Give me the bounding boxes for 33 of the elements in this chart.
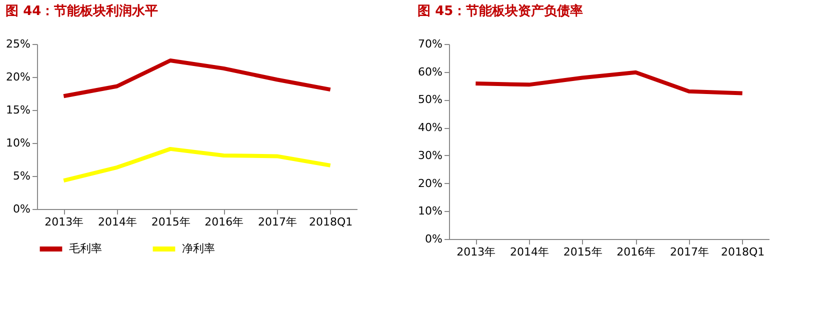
y-tick-label: 15% (6, 104, 30, 116)
x-tick-label: 2018Q1 (309, 216, 353, 228)
legend-label: 毛利率 (69, 242, 102, 255)
y-tick-label: 40% (418, 121, 442, 134)
line-series (62, 58, 332, 98)
y-tick-label: 10% (6, 136, 30, 150)
y-tick-label: 70% (418, 38, 442, 50)
y-tick-label: 20% (6, 70, 30, 84)
chart-title: 图 45：节能板块资产负债率 (418, 3, 584, 19)
x-tick-label: 2014年 (98, 216, 137, 228)
y-tick-label: 0% (13, 202, 30, 216)
x-tick-label: 2016年 (204, 216, 244, 228)
x-tick-label: 2017年 (670, 246, 709, 258)
x-tick-label: 2015年 (563, 246, 602, 258)
x-tick-label: 2014年 (510, 246, 549, 258)
y-tick-label: 50% (418, 93, 442, 106)
x-tick-label: 2013年 (456, 246, 496, 258)
x-tick-label: 2017年 (258, 216, 297, 228)
y-tick-label: 10% (418, 204, 442, 218)
x-tick-label: 2018Q1 (721, 246, 765, 258)
x-tick-label: 2013年 (44, 216, 84, 228)
y-tick-label: 0% (425, 232, 442, 246)
y-tick-label: 20% (418, 176, 442, 190)
y-tick-label: 5% (13, 170, 30, 182)
x-tick-label: 2015年 (151, 216, 190, 228)
line-series (62, 146, 332, 183)
chart-title: 图 44：节能板块利润水平 (6, 3, 158, 19)
y-tick-label: 25% (6, 38, 30, 50)
x-tick-label: 2016年 (616, 246, 656, 258)
y-tick-label: 60% (418, 65, 442, 78)
line-series (474, 70, 744, 96)
y-tick-label: 30% (418, 148, 442, 162)
legend-label: 净利率 (182, 242, 215, 255)
